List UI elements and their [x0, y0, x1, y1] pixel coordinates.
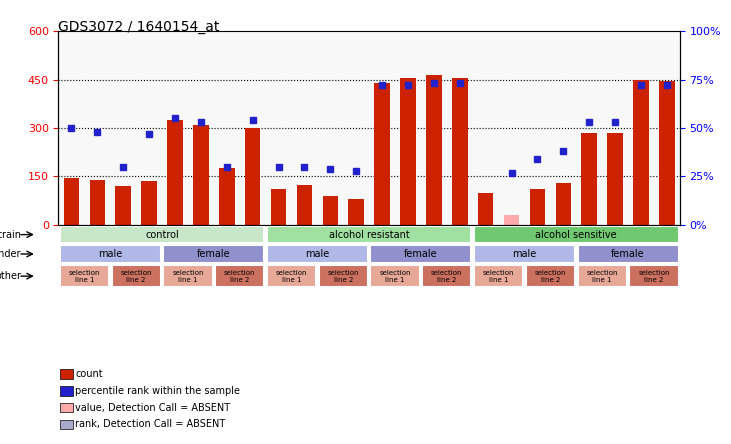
Bar [64, 178, 79, 225]
Text: selection
line 2: selection line 2 [431, 270, 463, 283]
FancyBboxPatch shape [60, 226, 265, 243]
Text: selection
line 1: selection line 1 [276, 270, 307, 283]
FancyBboxPatch shape [371, 245, 471, 263]
FancyBboxPatch shape [267, 265, 316, 287]
Bar [659, 81, 675, 225]
Text: selection
line 2: selection line 2 [638, 270, 670, 283]
Bar [478, 193, 493, 225]
Text: male: male [512, 249, 537, 259]
Text: selection
line 1: selection line 1 [379, 270, 411, 283]
Bar [349, 199, 364, 225]
FancyBboxPatch shape [526, 265, 575, 287]
Bar [426, 75, 442, 225]
Bar [89, 180, 105, 225]
Text: percentile rank within the sample: percentile rank within the sample [75, 386, 240, 396]
Text: male: male [98, 249, 122, 259]
Bar [219, 168, 235, 225]
FancyBboxPatch shape [577, 245, 678, 263]
Bar [374, 83, 390, 225]
Text: selection
line 2: selection line 2 [121, 270, 152, 283]
FancyBboxPatch shape [215, 265, 265, 287]
FancyBboxPatch shape [474, 245, 575, 263]
Text: selection
line 1: selection line 1 [483, 270, 515, 283]
Text: other: other [0, 271, 21, 281]
Text: female: female [404, 249, 438, 259]
Text: female: female [197, 249, 230, 259]
Bar [556, 183, 571, 225]
Bar [245, 128, 260, 225]
FancyBboxPatch shape [267, 226, 471, 243]
Bar [297, 185, 312, 225]
Text: male: male [306, 249, 330, 259]
FancyBboxPatch shape [629, 265, 678, 287]
Text: selection
line 1: selection line 1 [173, 270, 204, 283]
Text: selection
line 1: selection line 1 [69, 270, 100, 283]
FancyBboxPatch shape [60, 245, 161, 263]
FancyBboxPatch shape [112, 265, 161, 287]
FancyBboxPatch shape [423, 265, 471, 287]
FancyBboxPatch shape [319, 265, 368, 287]
FancyBboxPatch shape [60, 265, 109, 287]
Bar [633, 79, 649, 225]
Text: selection
line 1: selection line 1 [586, 270, 618, 283]
Text: selection
line 2: selection line 2 [224, 270, 255, 283]
Bar [115, 186, 131, 225]
Text: selection
line 2: selection line 2 [327, 270, 359, 283]
Bar [167, 120, 183, 225]
Text: selection
line 2: selection line 2 [534, 270, 566, 283]
Bar [141, 181, 157, 225]
Bar [530, 190, 545, 225]
Text: alcohol sensitive: alcohol sensitive [536, 230, 617, 240]
Bar [504, 215, 519, 225]
Bar [581, 133, 597, 225]
FancyBboxPatch shape [267, 245, 368, 263]
Text: count: count [75, 369, 103, 379]
FancyBboxPatch shape [371, 265, 420, 287]
FancyBboxPatch shape [163, 265, 213, 287]
Bar [193, 125, 208, 225]
Text: gender: gender [0, 249, 21, 259]
Text: value, Detection Call = ABSENT: value, Detection Call = ABSENT [75, 403, 230, 412]
Text: GDS3072 / 1640154_at: GDS3072 / 1640154_at [58, 20, 220, 34]
FancyBboxPatch shape [163, 245, 265, 263]
Bar [270, 190, 287, 225]
Text: strain: strain [0, 230, 21, 240]
Text: female: female [611, 249, 645, 259]
FancyBboxPatch shape [474, 265, 523, 287]
Bar [401, 78, 416, 225]
Bar [452, 78, 468, 225]
FancyBboxPatch shape [577, 265, 626, 287]
Bar [607, 133, 623, 225]
Text: rank, Detection Call = ABSENT: rank, Detection Call = ABSENT [75, 420, 226, 429]
Bar [322, 196, 338, 225]
Text: control: control [145, 230, 179, 240]
FancyBboxPatch shape [474, 226, 678, 243]
Text: alcohol resistant: alcohol resistant [329, 230, 409, 240]
